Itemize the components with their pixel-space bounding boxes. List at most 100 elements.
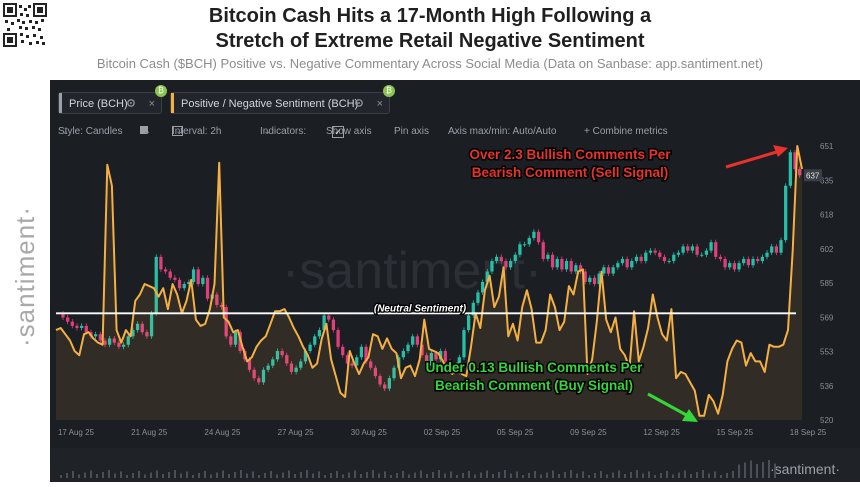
navigator-bar — [552, 470, 554, 478]
current-price-label: 637 — [806, 171, 820, 180]
navigator-bar — [300, 472, 302, 478]
candle — [574, 265, 578, 272]
x-tick-label: 18 Sep 25 — [790, 428, 827, 437]
navigator-bar — [708, 473, 710, 478]
candle — [84, 325, 88, 333]
style-label: Style: Candles — [58, 126, 123, 137]
navigator-bar — [702, 470, 704, 478]
metric-chip-color-bar — [171, 93, 174, 113]
candle — [714, 242, 718, 257]
candle — [378, 376, 382, 385]
candle — [667, 261, 671, 263]
candle — [504, 261, 508, 268]
navigator-bar — [570, 470, 572, 478]
navigator-bar — [696, 472, 698, 478]
candle — [145, 332, 149, 337]
navigator-bar — [312, 473, 314, 478]
candle — [662, 256, 667, 262]
chart-annotations: Over 2.3 Bullish Comments Per Bearish Com… — [424, 145, 788, 422]
navigator-bar — [162, 474, 164, 478]
candle — [592, 277, 597, 285]
candle — [215, 294, 219, 305]
candle — [345, 355, 350, 364]
close-icon[interactable]: × — [376, 98, 383, 110]
candle — [131, 330, 135, 337]
candle — [742, 258, 746, 264]
navigator-bar — [672, 474, 674, 478]
navigator-bar — [684, 470, 686, 478]
candle — [676, 252, 681, 255]
neutral-label: (Neutral Sentiment) — [374, 303, 467, 314]
candle — [61, 313, 65, 318]
candle — [299, 361, 303, 368]
navigator-bar — [372, 470, 374, 478]
navigator-bar — [768, 460, 770, 478]
navigator-bar — [510, 473, 512, 478]
metric-chip-price[interactable]: Price (BCH) × ₿ — [58, 85, 167, 114]
candle — [728, 263, 732, 268]
navigator-bar — [360, 474, 362, 478]
gear-icon[interactable] — [125, 97, 137, 109]
timeline-navigator[interactable]: ·santiment· — [50, 448, 860, 482]
navigator-bar — [618, 470, 620, 478]
navigator-bar — [582, 471, 584, 478]
navigator-bar — [276, 474, 278, 478]
candle — [275, 350, 280, 360]
candle — [401, 350, 405, 358]
candle — [737, 263, 741, 270]
x-tick-label: 30 Aug 25 — [351, 428, 388, 437]
y-axis: 651 635 618 602 585 569 553 536 520 637 — [804, 142, 834, 425]
candle — [564, 261, 569, 270]
navigator-bar — [630, 472, 632, 478]
x-tick-label: 15 Sep 25 — [717, 428, 754, 437]
navigator-bar — [120, 471, 122, 478]
navigator-bar — [402, 471, 404, 478]
y-tick-label: 553 — [820, 348, 834, 357]
candle — [569, 261, 573, 272]
navigator-bar — [204, 471, 206, 478]
gear-icon[interactable] — [353, 97, 365, 109]
candle — [392, 367, 396, 379]
navigator-bar — [168, 472, 170, 478]
navigator-bar — [606, 474, 608, 478]
y-tick-label: 520 — [820, 416, 834, 425]
navigator-bar — [528, 473, 530, 478]
candle — [411, 336, 415, 345]
x-tick-label: 24 Aug 25 — [204, 428, 241, 437]
navigator-volume: ·santiment· — [60, 460, 840, 478]
navigator-bar — [762, 462, 764, 478]
candle — [135, 323, 140, 331]
candle — [383, 384, 387, 389]
navigator-bar — [108, 470, 110, 478]
candle — [672, 254, 676, 262]
navigator-bar — [90, 470, 92, 478]
navigator-bar — [390, 475, 392, 478]
checkbox-checked-icon: ✓ — [332, 126, 344, 138]
close-icon[interactable]: × — [148, 98, 155, 110]
candle — [229, 336, 233, 345]
navigator-bar — [474, 474, 476, 478]
navigator-bar — [306, 470, 308, 478]
candle — [163, 269, 168, 272]
navigator-bar — [252, 471, 254, 478]
metric-chip-sentiment[interactable]: Positive / Negative Sentiment (BCH) × ₿ — [170, 85, 395, 114]
navigator-bar — [462, 473, 464, 478]
buy-arrow-line — [647, 392, 691, 419]
navigator-bar — [612, 472, 614, 478]
candle — [756, 258, 760, 262]
candle — [159, 256, 163, 270]
candle — [271, 359, 275, 366]
navigator-bar — [180, 473, 182, 478]
candle — [606, 267, 611, 274]
sentiment-line — [55, 145, 803, 417]
navigator-bar — [96, 474, 98, 478]
candle — [494, 256, 499, 262]
candle — [355, 357, 359, 366]
navigator-bar — [576, 473, 578, 478]
candle — [616, 263, 620, 268]
candle — [327, 315, 331, 320]
candle — [602, 267, 606, 274]
navigator-bar — [138, 471, 140, 478]
navigator-bar — [588, 475, 590, 478]
candle — [499, 256, 503, 262]
